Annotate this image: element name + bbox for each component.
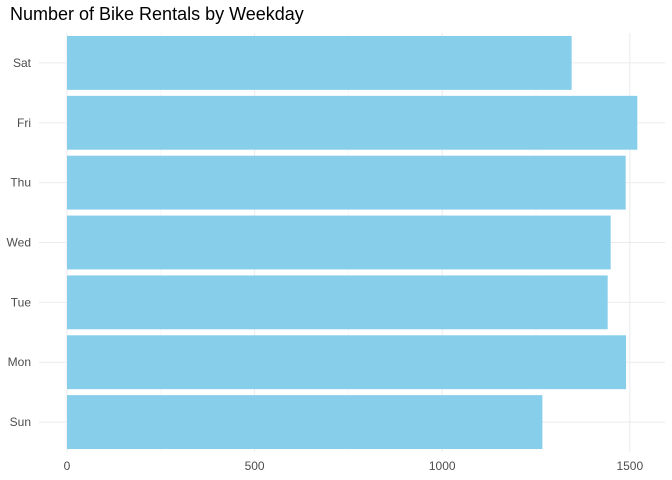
y-tick-label: Wed — [7, 236, 31, 250]
bar-sun — [67, 395, 543, 450]
bar-tue — [67, 275, 608, 330]
x-tick-label: 1000 — [429, 459, 456, 473]
bar-wed — [67, 215, 611, 270]
bar-sat — [67, 35, 572, 90]
x-tick-label: 0 — [64, 459, 71, 473]
y-tick-label: Sat — [13, 56, 32, 70]
bar-fri — [67, 95, 638, 150]
y-tick-label: Tue — [11, 295, 32, 309]
bar-thu — [67, 155, 626, 210]
y-tick-label: Sun — [10, 415, 31, 429]
y-tick-label: Fri — [17, 116, 31, 130]
bars-layer — [67, 35, 638, 450]
bar-mon — [67, 335, 627, 390]
x-tick-label: 500 — [245, 459, 265, 473]
y-tick-label: Thu — [10, 176, 31, 190]
x-tick-label: 1500 — [616, 459, 643, 473]
x-tick-labels: 0 500 1000 1500 — [64, 459, 644, 473]
chart-title: Number of Bike Rentals by Weekday — [10, 4, 304, 24]
y-tick-label: Mon — [8, 355, 31, 369]
y-tick-labels: Sun Mon Tue Wed Thu Fri Sat — [7, 56, 32, 429]
